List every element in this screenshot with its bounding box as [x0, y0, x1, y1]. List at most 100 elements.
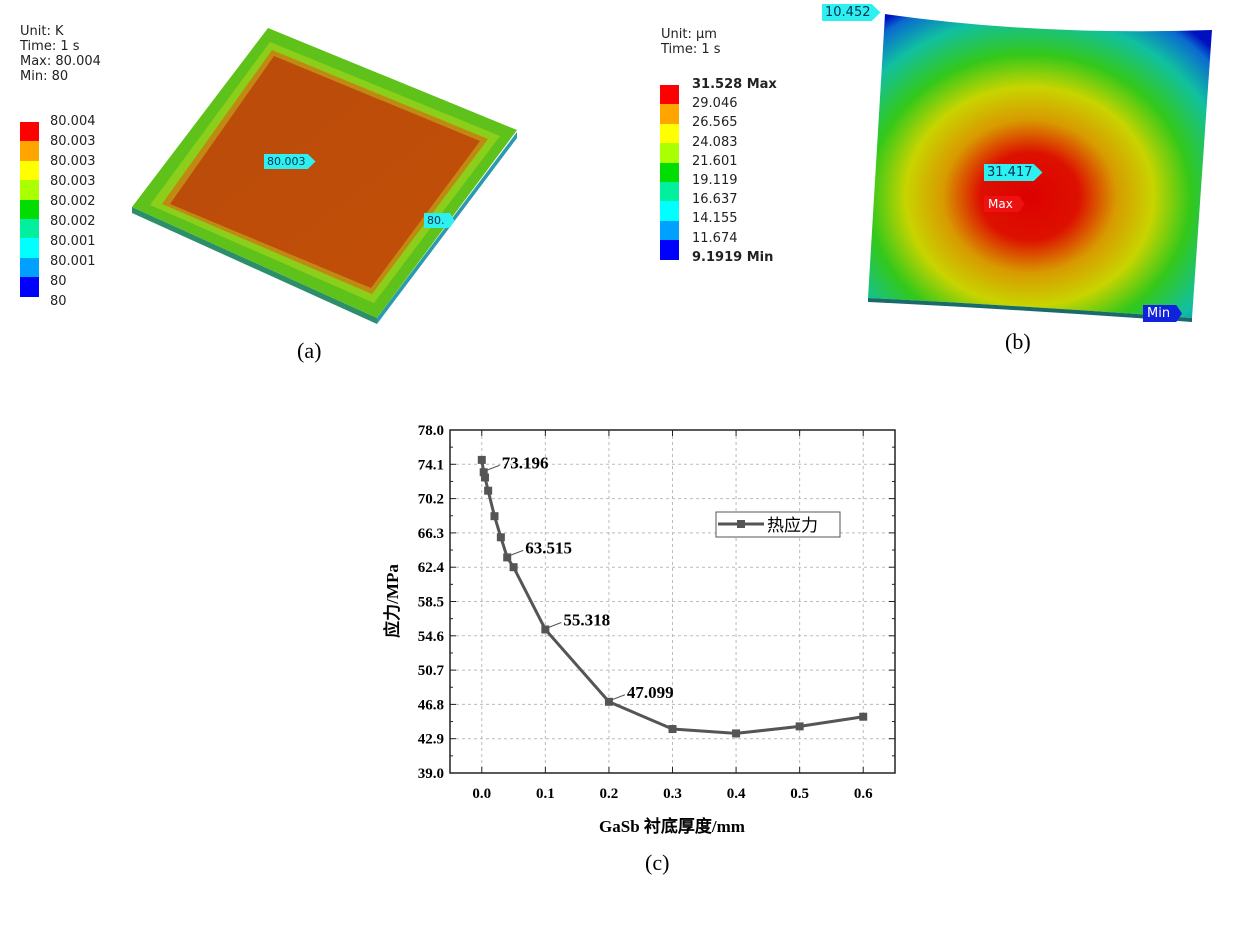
colorbar-label: 80.002 — [50, 214, 96, 229]
temperature-plate — [132, 28, 517, 324]
colorbar-label: 80.003 — [50, 154, 96, 169]
x-tick-label: 0.5 — [790, 786, 809, 802]
y-tick-label: 70.2 — [418, 492, 444, 508]
x-tick-label: 0.1 — [536, 786, 555, 802]
colorbar-swatch — [660, 240, 679, 260]
y-tick-label: 66.3 — [418, 526, 444, 542]
y-tick-label: 39.0 — [418, 766, 444, 782]
colorbar-label: 80.004 — [50, 114, 96, 129]
colorbar-b-labels: 31.528 Max 29.046 26.565 24.083 21.601 19.119… — [692, 76, 777, 268]
data-point — [480, 473, 489, 482]
colorbar-swatch — [660, 104, 679, 124]
max-text: Max: 80.004 — [20, 54, 101, 69]
colorbar-label: 11.674 — [692, 230, 738, 246]
data-point — [479, 468, 488, 477]
data-point — [795, 722, 804, 731]
annotation-label: 47.099 — [627, 683, 674, 702]
annotation-label: 63.515 — [525, 538, 572, 557]
probe-edge-label: 80. — [424, 213, 455, 228]
caption-c: (c) — [645, 850, 670, 875]
panel-b-info: Unit: µm Time: 1 s — [661, 27, 721, 57]
annotation-leader — [548, 622, 562, 628]
y-tick-label: 74.1 — [418, 457, 444, 473]
colorbar-label: 80.003 — [50, 174, 96, 189]
y-tick-label: 58.5 — [418, 595, 444, 611]
colorbar-swatch — [660, 181, 679, 202]
colorbar-label: 21.601 — [692, 153, 738, 169]
series — [477, 455, 868, 738]
data-point — [503, 553, 512, 562]
x-tick-label: 0.3 — [663, 786, 682, 802]
y-axis-label: 应力/MPa — [382, 564, 402, 638]
y-tick-label: 42.9 — [418, 732, 444, 748]
caption-b: (b) — [1005, 329, 1031, 354]
colorbar-swatch — [20, 122, 39, 142]
colorbar-label: 80.002 — [50, 194, 96, 209]
annotation-leader — [611, 694, 626, 701]
colorbar-label: 14.155 — [692, 211, 738, 227]
colorbar-swatch — [20, 218, 39, 239]
data-point — [509, 563, 518, 572]
data-point — [477, 455, 486, 464]
y-tick-label: 46.8 — [418, 697, 444, 713]
annotation-leader — [510, 549, 524, 556]
legend-label: 热应力 — [767, 516, 818, 535]
colorbar-swatch — [20, 199, 39, 219]
time-text: Time: 1 s — [661, 42, 721, 57]
legend-marker — [737, 520, 745, 528]
x-axis-label: GaSb 衬底厚度/mm — [599, 816, 745, 836]
colorbar-label: 26.565 — [692, 115, 738, 131]
colorbar-label: 31.528 Max — [692, 77, 777, 92]
colorbar-label: 19.119 — [692, 172, 738, 188]
data-point — [496, 533, 505, 542]
x-tick-label: 0.2 — [600, 786, 619, 802]
colorbar-label: 80 — [50, 274, 67, 289]
ticks: 78.0 74.1 70.2 66.3 62.4 58.5 54.6 50.7 46.8 42.9… — [418, 423, 895, 802]
colorbar-label: 29.046 — [692, 96, 738, 112]
y-tick-label: 50.7 — [418, 663, 445, 679]
deformation-plate — [868, 14, 1212, 322]
colorbar-swatch — [20, 160, 39, 181]
colorbar-label: 80.001 — [50, 234, 96, 249]
colorbar-swatch — [20, 277, 39, 297]
panel-a-info: Unit: K Time: 1 s Max: 80.004 Min: 80 — [20, 24, 101, 84]
colorbar-swatch — [660, 201, 679, 221]
data-point — [490, 512, 499, 521]
probe-center-label: 80.003 — [264, 154, 316, 169]
colorbar-label: 80 — [50, 294, 67, 309]
colorbar-label: 9.1919 Min — [692, 249, 774, 265]
annotation-leader — [486, 464, 500, 471]
annotations: 73.196 63.515 55.318 47.099 — [486, 453, 674, 702]
probe-center-label: 31.417 — [984, 164, 1043, 181]
x-tick-label: 0.6 — [854, 786, 873, 802]
x-tick-label: 0.4 — [727, 786, 746, 802]
y-tick-label: 78.0 — [418, 423, 444, 439]
caption-a: (a) — [297, 338, 322, 363]
annotation-label: 55.318 — [563, 610, 610, 629]
colorbar-a-labels: 80.004 80.003 80.003 80.003 80.002 80.002 80.0… — [50, 113, 96, 313]
unit-text: Unit: µm — [661, 27, 717, 42]
min-tag: Min — [1143, 305, 1183, 322]
data-point — [484, 486, 493, 495]
x-tick-label: 0.0 — [472, 786, 491, 802]
data-point — [668, 725, 677, 734]
colorbar-swatch — [20, 141, 39, 161]
data-point — [732, 729, 741, 738]
time-text: Time: 1 s — [20, 39, 80, 54]
legend: 热应力 — [715, 511, 841, 538]
colorbar-swatch — [660, 123, 679, 144]
min-text: Min: 80 — [20, 69, 69, 84]
colorbar-swatch — [20, 180, 39, 200]
y-tick-label: 62.4 — [418, 560, 445, 576]
colorbar-label: 80.003 — [50, 134, 96, 149]
data-point — [859, 712, 868, 721]
unit-text: Unit: K — [20, 24, 64, 39]
colorbar-swatch — [20, 257, 39, 278]
y-tick-label: 54.6 — [418, 629, 445, 645]
colorbar-label: 80.001 — [50, 254, 96, 269]
colorbar-b — [660, 85, 679, 260]
colorbar-label: 16.637 — [692, 192, 738, 208]
grid — [450, 430, 895, 773]
